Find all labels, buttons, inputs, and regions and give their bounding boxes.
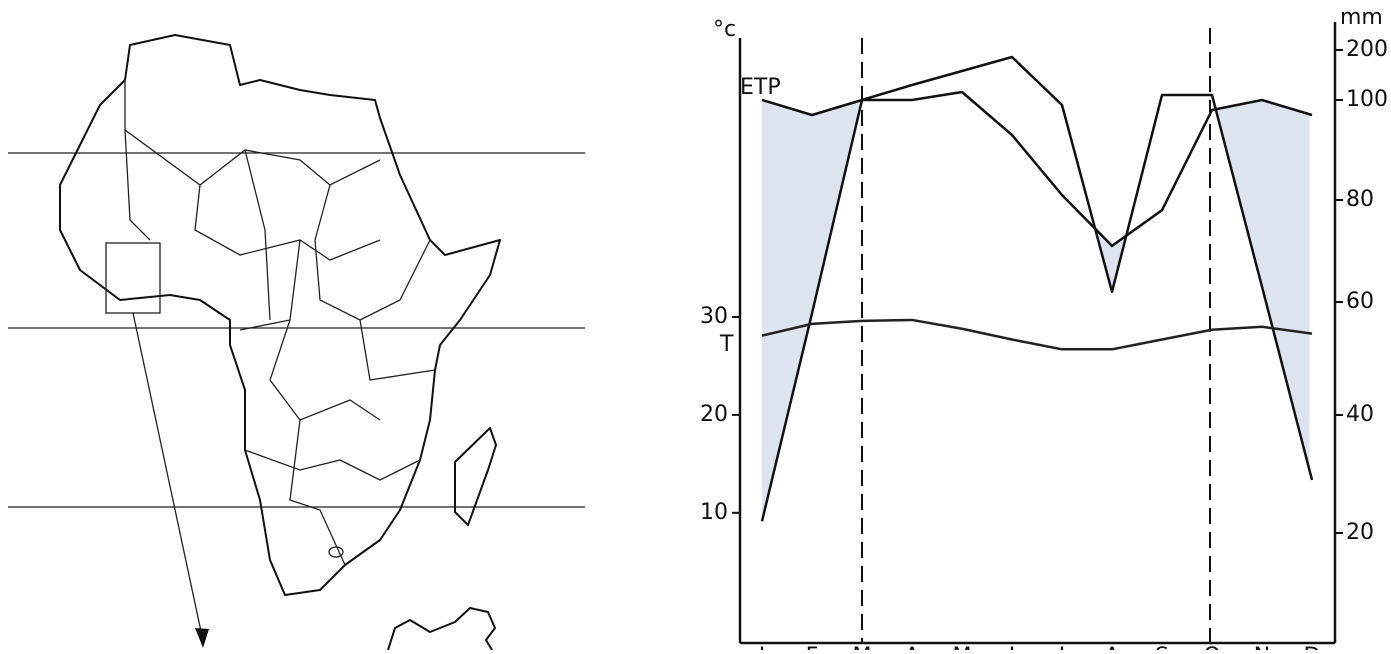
y-tick-label: 20 [700, 402, 728, 427]
x-tick-label: J [1007, 644, 1016, 650]
arrow-head [195, 628, 209, 648]
y2-tick-label: 80 [1346, 187, 1374, 212]
africa-map [8, 34, 585, 651]
x-tick-label: O [1203, 644, 1220, 650]
y2-tick-label: 20 [1346, 520, 1374, 545]
series-line [760, 55, 1314, 522]
map-outline [59, 34, 501, 596]
x-tick-label: F [806, 644, 819, 650]
y2-tick-label: 200 [1346, 37, 1388, 62]
x-tick-label: M [853, 644, 872, 650]
region-outline [387, 607, 496, 651]
x-tick-label: M [953, 644, 972, 650]
x-tick-label: J [1057, 644, 1066, 650]
deficit-area [762, 92, 1310, 522]
madagascar [454, 427, 497, 526]
y2-tick-label: 100 [1346, 87, 1388, 112]
y-tick-label: 30 [700, 304, 728, 329]
borders [124, 80, 436, 566]
x-tick-label: D [1304, 644, 1321, 650]
y-tick-label: 10 [700, 500, 728, 525]
zoom-box [105, 242, 161, 314]
arrow-line [132, 312, 203, 637]
y2-tick-label: 40 [1346, 402, 1374, 427]
series-line [761, 90, 1313, 248]
y-axis-label: °c [713, 17, 736, 42]
x-tick-label: S [1155, 644, 1169, 650]
series-label: T [719, 332, 734, 357]
x-tick-label: N [1254, 644, 1270, 650]
y2-tick-label: 60 [1346, 289, 1374, 314]
x-tick-label: A [904, 644, 919, 650]
series-label: ETP [740, 75, 781, 100]
series-line [761, 318, 1313, 351]
y2-axis-label: mm [1340, 5, 1383, 30]
x-tick-label: A [1104, 644, 1119, 650]
lesotho [328, 546, 344, 558]
x-tick-label: J [757, 644, 766, 650]
